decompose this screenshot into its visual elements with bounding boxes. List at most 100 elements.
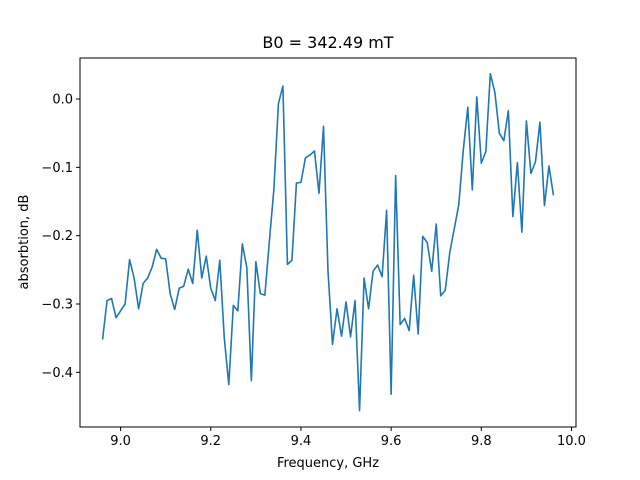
data-point xyxy=(526,120,528,122)
data-point xyxy=(521,231,523,233)
data-point xyxy=(174,309,176,311)
data-point xyxy=(359,410,361,412)
y-tick-label: −0.2 xyxy=(41,229,73,244)
data-point xyxy=(336,308,338,310)
data-point xyxy=(318,193,320,195)
data-point xyxy=(282,85,284,87)
data-point xyxy=(327,270,329,272)
data-point xyxy=(381,276,383,278)
data-point xyxy=(278,103,280,105)
data-point xyxy=(426,242,428,244)
data-point xyxy=(544,205,546,207)
data-point xyxy=(187,268,189,270)
data-point xyxy=(458,204,460,206)
data-point xyxy=(332,344,334,346)
data-point xyxy=(431,270,433,272)
data-point xyxy=(314,150,316,152)
plot-frame xyxy=(79,57,577,428)
data-point xyxy=(233,305,235,307)
data-point xyxy=(151,266,153,268)
data-point xyxy=(345,301,347,303)
data-point xyxy=(111,298,113,300)
data-point xyxy=(354,300,356,302)
data-point xyxy=(476,96,478,98)
data-point xyxy=(440,295,442,297)
data-point xyxy=(296,182,298,184)
data-point xyxy=(201,277,203,279)
data-point xyxy=(341,335,343,337)
x-tick-label: 9.0 xyxy=(110,434,131,449)
plot-area xyxy=(101,72,555,412)
series-line xyxy=(101,72,555,412)
data-point xyxy=(449,252,451,254)
data-point xyxy=(305,157,307,159)
y-tick-label: −0.1 xyxy=(41,161,73,176)
data-point xyxy=(408,330,410,332)
data-point xyxy=(481,162,483,164)
data-point xyxy=(435,223,437,225)
data-point xyxy=(530,173,532,175)
data-point xyxy=(503,140,505,142)
y-tick-label: −0.3 xyxy=(41,298,73,313)
data-point xyxy=(490,73,492,75)
data-point xyxy=(210,287,212,289)
x-tick-label: 9.2 xyxy=(200,434,221,449)
y-axis-ticks: 0.0 −0.1 −0.2 −0.3 −0.4 xyxy=(41,93,80,381)
data-point xyxy=(251,380,253,382)
data-point xyxy=(223,337,225,339)
data-point xyxy=(246,267,248,269)
data-point xyxy=(548,165,550,167)
y-axis-label: absorbtion, dB xyxy=(17,195,32,290)
data-point xyxy=(444,290,446,292)
data-point xyxy=(169,293,171,295)
data-point xyxy=(273,188,275,190)
data-point xyxy=(363,277,365,279)
data-point xyxy=(417,333,419,335)
data-point xyxy=(147,277,149,279)
data-point xyxy=(255,261,257,263)
data-point xyxy=(399,324,401,326)
data-point xyxy=(372,270,374,272)
data-point xyxy=(124,303,126,305)
data-point xyxy=(494,91,496,93)
data-point xyxy=(291,259,293,261)
data-point xyxy=(535,161,537,163)
data-point xyxy=(323,126,325,128)
data-point xyxy=(165,258,167,260)
data-point xyxy=(156,249,158,251)
data-point xyxy=(539,121,541,123)
chart-title: B0 = 342.49 mT xyxy=(262,33,393,52)
data-point xyxy=(395,175,397,177)
data-point xyxy=(242,243,244,245)
data-point xyxy=(106,300,108,302)
data-point xyxy=(192,283,194,285)
x-tick-label: 9.8 xyxy=(471,434,492,449)
data-point xyxy=(260,293,262,295)
x-tick-label: 10.0 xyxy=(557,434,586,449)
data-point xyxy=(553,195,555,197)
data-point xyxy=(386,210,388,212)
data-point xyxy=(237,310,239,312)
x-axis-label: Frequency, GHz xyxy=(277,456,379,471)
data-point xyxy=(517,162,519,164)
data-point xyxy=(309,154,311,156)
data-point xyxy=(178,287,180,289)
x-tick-label: 9.6 xyxy=(381,434,402,449)
x-axis-ticks: 9.0 9.2 9.4 9.6 9.8 10.0 xyxy=(110,427,586,449)
data-point xyxy=(453,228,455,230)
data-point xyxy=(485,151,487,153)
data-point xyxy=(228,384,230,386)
data-point xyxy=(368,308,370,310)
y-tick-label: 0.0 xyxy=(52,93,73,108)
data-point xyxy=(133,277,135,279)
data-point xyxy=(390,393,392,395)
data-point xyxy=(508,110,510,112)
data-point xyxy=(142,283,144,285)
data-point xyxy=(115,317,117,319)
data-point xyxy=(183,285,185,287)
data-point xyxy=(287,264,289,266)
data-point xyxy=(377,264,379,266)
data-point xyxy=(350,336,352,338)
